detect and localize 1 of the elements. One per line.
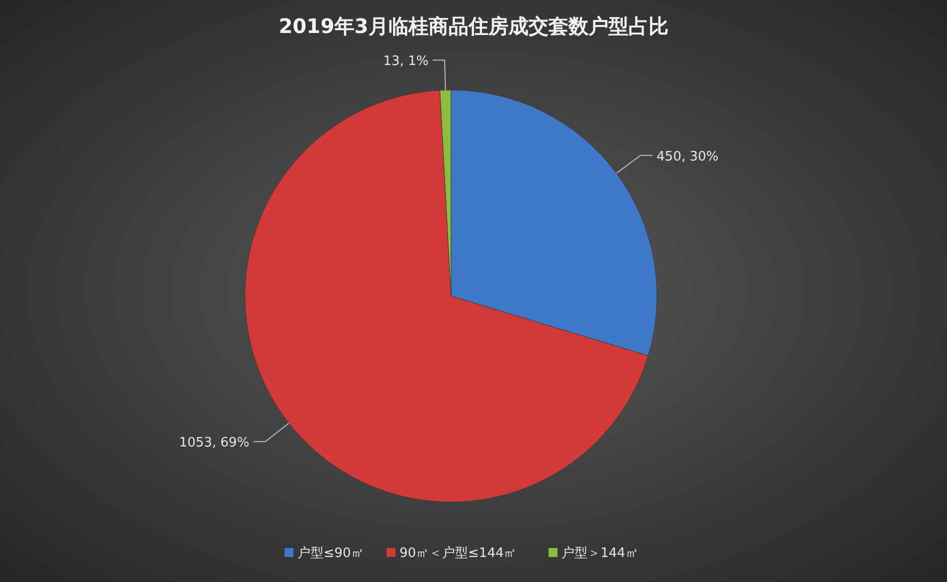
title: 2019年3月临桂商品住房成交套数户型占比 — [278, 14, 668, 38]
